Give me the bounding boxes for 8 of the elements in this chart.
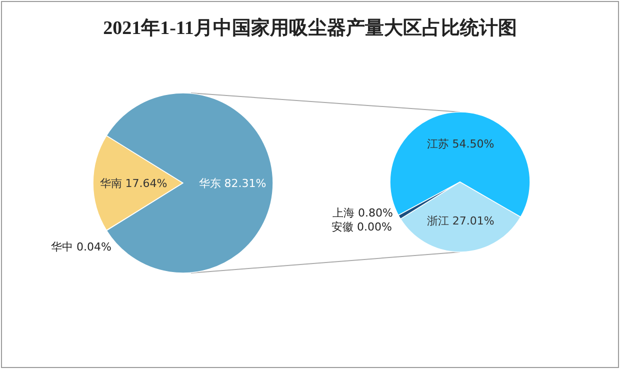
slice-label: 江苏 54.50% [426, 138, 494, 151]
slice-label: 上海 0.80% [332, 206, 394, 220]
slice-label: 华南 17.64% [100, 177, 168, 190]
slice-label: 浙江 27.01% [426, 214, 494, 228]
chart-title: 2021年1-11月中国家用吸尘器产量大区占比统计图 [103, 17, 517, 39]
category-label: 安徽 0.00% [331, 220, 392, 234]
slice-label: 华中 0.04% [51, 240, 112, 254]
slice-label: 华东 82.31% [198, 176, 266, 190]
